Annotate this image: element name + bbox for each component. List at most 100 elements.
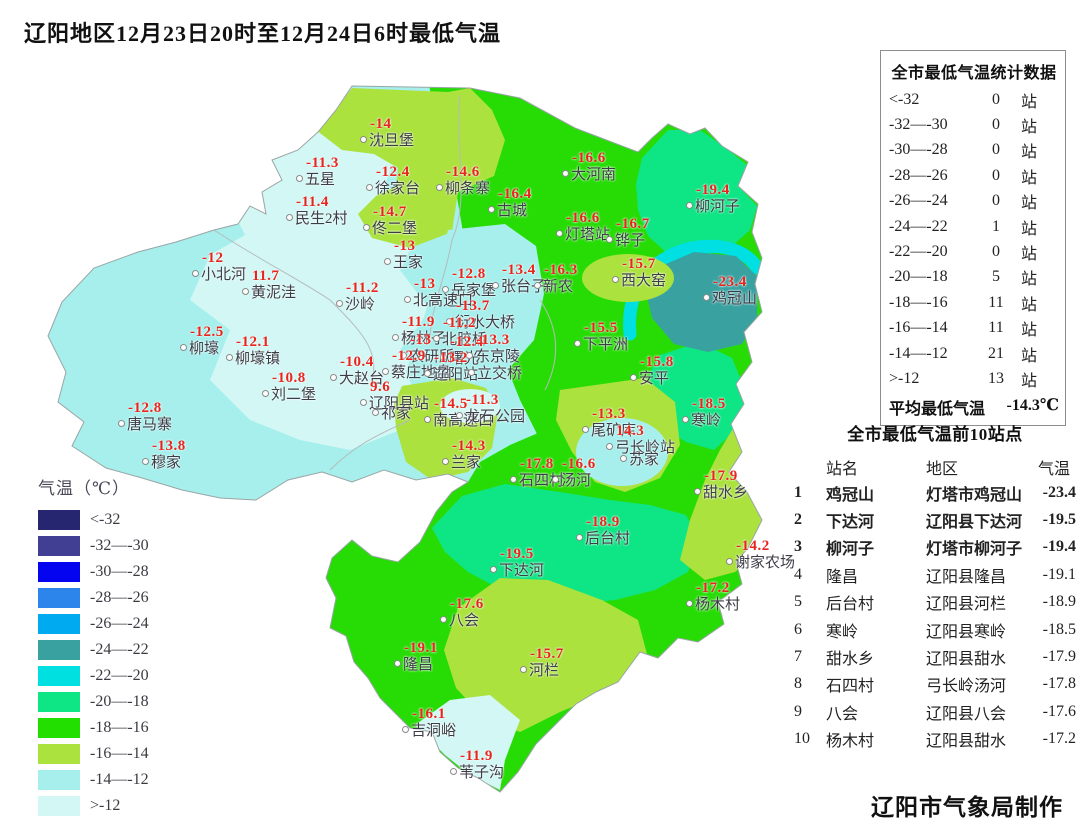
station-temperature: -12.5 <box>190 324 224 340</box>
legend-item: -26—-24 <box>38 611 149 637</box>
station-temperature: -16.6 <box>562 456 596 472</box>
stats-unit: 站 <box>1021 271 1038 289</box>
stats-row: -32—-30 0 站 <box>889 112 1059 137</box>
station-marker-icon <box>446 318 453 325</box>
station-label: -16.6 灯塔站 <box>556 210 610 244</box>
station-marker-icon <box>400 352 407 359</box>
map-region-14-12-zhangtaizi-corridor <box>406 224 544 412</box>
station-temperature: -17.9 <box>704 468 738 484</box>
station-marker-icon <box>142 458 149 465</box>
station-label: -11.2 北胶桥 <box>433 315 487 349</box>
station-name: 南高速口 <box>433 413 494 429</box>
legend-item: <-32 <box>38 507 149 533</box>
station-name: 五星 <box>305 172 336 188</box>
station-temperature: -10.4 <box>340 354 374 370</box>
legend-range-label: -28—-26 <box>90 589 149 606</box>
station-name: 刘二堡 <box>271 387 317 403</box>
top10-row: 7 甜水乡 辽阳县甜水 -17.9 <box>794 643 1076 670</box>
station-label: 9.6 辽阳县站 <box>360 379 429 413</box>
station-name: 灯塔站 <box>565 227 611 243</box>
station-temperature: -13.4 <box>502 262 536 278</box>
station-temperature: -16.6 <box>566 210 600 226</box>
station-name: 龙石公园 <box>465 409 526 425</box>
station-name: 唐马寨 <box>127 417 173 433</box>
station-temperature: -13 <box>414 276 436 292</box>
station-name: 八会 <box>449 613 480 629</box>
top10-temperature: -18.5 <box>1042 620 1076 638</box>
station-name: 北胶桥 <box>442 332 488 348</box>
station-marker-icon <box>363 224 370 231</box>
station-temperature: -13 <box>410 332 432 348</box>
top10-row: 2 下达河 辽阳县下达河 -19.5 <box>794 506 1076 533</box>
legend-color-swatch <box>38 536 80 556</box>
map-region-16-14-xidayao <box>582 254 674 302</box>
station-marker-icon <box>490 566 497 573</box>
station-temperature: -19.1 <box>404 640 438 656</box>
station-name: 柳壕镇 <box>235 351 281 367</box>
station-label: -16.3 新农 <box>534 262 578 296</box>
station-temperature: -13.3 <box>476 332 510 348</box>
legend-range-label: -32—-30 <box>90 537 149 554</box>
legend-item: >-12 <box>38 793 149 819</box>
top10-region: 辽阳县甜水 <box>926 733 1007 751</box>
legend-color-swatch <box>38 614 80 634</box>
top10-temperature: -19.5 <box>1042 511 1076 529</box>
legend-item: -24—-22 <box>38 637 149 663</box>
legend-range-label: -26—-24 <box>90 615 149 632</box>
station-name: 河栏 <box>529 663 560 679</box>
station-marker-icon <box>552 476 559 483</box>
station-label: -13 农研所 <box>400 332 454 366</box>
top10-temperature: -19.1 <box>1042 565 1076 583</box>
station-name: 民生2村 <box>295 211 348 227</box>
top10-temperature: -17.9 <box>1042 648 1076 666</box>
map-region-above-12-weizigou <box>415 695 520 790</box>
map-region-22-20-band <box>623 239 762 341</box>
station-marker-icon <box>582 426 589 433</box>
stats-unit: 站 <box>1021 372 1038 390</box>
station-name: 大赵台 <box>339 371 385 387</box>
station-name: 小北河 <box>201 267 247 283</box>
station-temperature: -12.9 <box>392 348 426 364</box>
map-region-20-18-liuhezi <box>636 130 757 258</box>
legend-item: -18—-16 <box>38 715 149 741</box>
station-label: -16.6 大河南 <box>562 150 616 184</box>
station-name: 铧子 <box>615 233 646 249</box>
stats-range: -14—-12 <box>889 344 948 362</box>
legend-item: -30—-28 <box>38 559 149 585</box>
station-label: -12.8 岳家堡 <box>442 266 496 300</box>
top10-temperature: -17.2 <box>1042 730 1076 748</box>
top10-region: 辽阳县河栏 <box>926 596 1007 614</box>
station-marker-icon <box>366 184 373 191</box>
station-temperature: -23.4 <box>713 274 747 290</box>
stats-count: 13 <box>988 369 1004 387</box>
top10-row: 10 杨木村 辽阳县甜水 -17.2 <box>794 726 1076 753</box>
top10-region: 弓长岭汤河 <box>926 678 1007 696</box>
county-boundary-line <box>429 94 462 341</box>
station-name: 穆家 <box>151 455 182 471</box>
station-marker-icon <box>286 214 293 221</box>
station-label: -12 小北河 <box>192 250 246 284</box>
station-temperature: -12.4 <box>450 334 484 350</box>
station-name: 农研所 <box>409 349 455 365</box>
station-label: -13.2 辽阳站 <box>424 350 478 384</box>
top10-station-name: 隆昌 <box>826 568 859 586</box>
station-temperature: -16.7 <box>616 216 650 232</box>
station-label: -18.9 后台村 <box>576 514 630 548</box>
station-temperature: -16.4 <box>498 186 532 202</box>
station-marker-icon <box>440 354 447 361</box>
station-name: 立交桥 <box>477 366 523 382</box>
station-name: 柳河子 <box>695 199 741 215</box>
station-marker-icon <box>330 374 337 381</box>
top10-station-name: 石四村 <box>826 678 875 696</box>
station-marker-icon <box>562 170 569 177</box>
legend-color-swatch <box>38 640 80 660</box>
stats-unit: 站 <box>1021 347 1038 365</box>
stats-range: -30—-28 <box>889 141 948 159</box>
stats-count: 0 <box>992 141 1000 159</box>
stats-count: 11 <box>988 293 1004 311</box>
station-name: 西大窑 <box>621 273 667 289</box>
station-marker-icon <box>466 352 473 359</box>
station-temperature: -12 <box>202 250 224 266</box>
top10-rank: 3 <box>794 538 802 556</box>
station-marker-icon <box>606 443 613 450</box>
